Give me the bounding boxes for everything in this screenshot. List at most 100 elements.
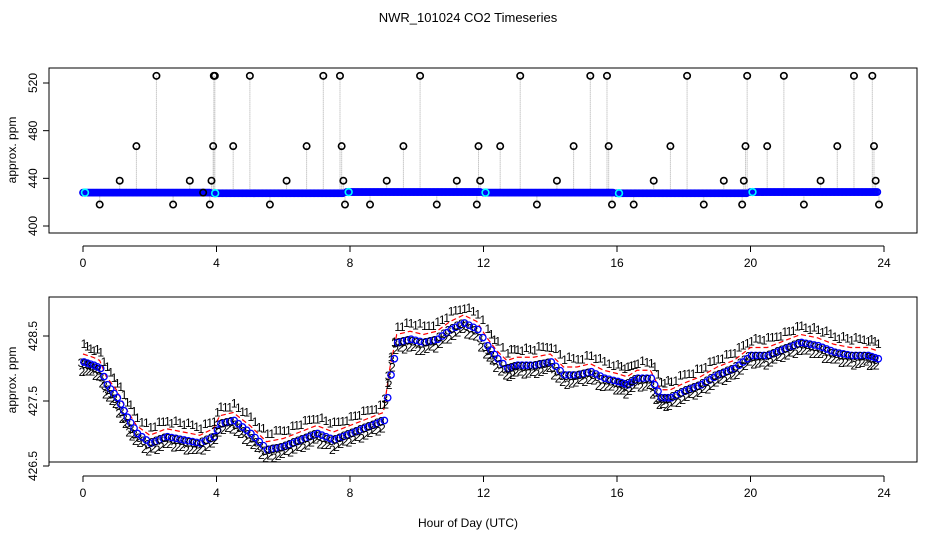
symbol-mark-2: 2 — [437, 337, 444, 351]
spike-point — [649, 176, 658, 185]
spike-point — [132, 142, 141, 151]
mean-point — [617, 378, 626, 387]
mean-point — [380, 416, 389, 425]
symbol-mark-2: 2 — [550, 369, 557, 383]
symbol-mark-1: 1 — [452, 304, 459, 318]
mean-point — [126, 418, 135, 427]
spike-point — [869, 142, 878, 151]
symbol-mark-2: 2 — [419, 344, 426, 358]
symbol-mark-1: 1 — [861, 333, 868, 347]
mean-point — [447, 325, 455, 334]
symbol-mark-1: 1 — [765, 331, 772, 345]
symbol-mark-2: 2 — [863, 355, 870, 369]
symbol-mark-2: 2 — [375, 424, 382, 438]
symbol-mark-2: 2 — [533, 367, 540, 381]
symbol-mark-1: 1 — [310, 413, 317, 427]
symbol-mark-2: 2 — [325, 438, 332, 452]
symbol-mark-2: 2 — [424, 342, 431, 356]
top-spike-points — [95, 71, 883, 209]
symbol-mark-2: 2 — [224, 421, 231, 435]
symbol-mark-1: 1 — [111, 371, 118, 385]
symbol-mark-1: 1 — [865, 334, 872, 348]
symbol-mark-1: 1 — [690, 367, 697, 381]
mean-point — [539, 359, 547, 368]
symbol-mark-1: 1 — [226, 400, 233, 414]
spike-point — [552, 176, 561, 185]
spike-point — [474, 142, 483, 151]
symbol-mark-1: 1 — [505, 347, 512, 361]
symbol-mark-1: 1 — [252, 415, 259, 429]
symbol-mark-1: 1 — [134, 411, 141, 425]
bottom-x-axis: 0 4 8 12 16 20 24 — [80, 475, 891, 500]
symbol-mark-1: 1 — [815, 323, 822, 337]
symbol-mark-2: 2 — [629, 381, 636, 395]
symbol-mark-2: 2 — [450, 329, 457, 343]
baseline-point — [873, 188, 882, 196]
mean-point — [818, 343, 827, 352]
spike-point — [743, 71, 752, 80]
symbol-mark-2: 2 — [709, 379, 716, 393]
symbol-mark-2: 2 — [613, 384, 620, 398]
mean-point — [116, 400, 125, 409]
symbol-mark-1: 1 — [185, 416, 192, 430]
symbol-mark-1: 1 — [836, 332, 843, 346]
symbol-mark-1: 1 — [618, 360, 625, 374]
symbol-mark-2: 2 — [493, 361, 500, 375]
spike-point — [245, 71, 254, 80]
spike-point — [382, 176, 391, 185]
symbol-mark-1: 1 — [519, 344, 526, 358]
symbol-mark-2: 2 — [626, 384, 633, 398]
spike-point — [210, 71, 219, 80]
mean-point — [201, 437, 210, 445]
spike-point — [699, 200, 708, 209]
mean-point — [504, 364, 512, 373]
symbol-mark-2: 2 — [237, 427, 244, 441]
symbol-mark-1: 1 — [104, 360, 111, 374]
mean-point — [478, 333, 487, 342]
mean-point — [123, 413, 132, 422]
symbol-mark-1: 1 — [790, 324, 797, 338]
symbol-mark-2: 2 — [105, 391, 112, 405]
symbol-mark-2: 2 — [817, 347, 824, 361]
symbol-mark-1: 1 — [273, 423, 280, 437]
mean-point — [83, 359, 92, 367]
symbol-mark-1: 1 — [840, 330, 847, 344]
spike-point — [169, 200, 178, 209]
top-y-tick-label: 480 — [26, 120, 40, 140]
symbol-mark-2: 2 — [262, 451, 269, 465]
mean-point — [469, 323, 478, 332]
symbol-mark-1: 1 — [114, 377, 121, 391]
symbol-mark-1: 1 — [495, 335, 502, 349]
symbol-mark-2: 2 — [183, 444, 190, 458]
spike-point — [586, 71, 595, 80]
symbol-mark-1: 1 — [484, 322, 491, 336]
symbol-mark-2: 2 — [233, 425, 240, 439]
mean-point — [86, 360, 95, 369]
symbol-mark-1: 1 — [121, 388, 128, 402]
mean-point — [689, 384, 697, 392]
symbol-mark-2: 2 — [371, 423, 378, 437]
symbol-mark-2: 2 — [392, 343, 399, 357]
symbol-mark-1: 1 — [193, 420, 200, 434]
mean-point — [605, 375, 613, 384]
symbol-mark-2: 2 — [141, 442, 148, 456]
mean-point — [609, 376, 618, 385]
mean-point — [810, 341, 818, 349]
symbol-mark-1: 1 — [515, 343, 522, 357]
symbol-mark-2: 2 — [150, 441, 157, 455]
mean-point — [451, 323, 460, 332]
symbol-mark-1: 1 — [488, 328, 495, 342]
mean-point — [113, 393, 122, 402]
symbol-mark-2: 2 — [805, 343, 812, 357]
spike-point — [366, 200, 375, 209]
mean-point — [288, 439, 297, 448]
mean-point — [342, 431, 351, 439]
mean-point — [764, 351, 773, 360]
symbol-mark-2: 2 — [158, 440, 165, 454]
symbol-mark-2: 2 — [742, 359, 749, 373]
symbol-mark-1: 1 — [434, 315, 441, 329]
mean-point — [96, 364, 105, 373]
bottom-y-axis: 426.5 427.5 428.5 — [26, 321, 50, 481]
symbol-mark-1: 1 — [875, 337, 882, 351]
spike-point — [516, 71, 525, 80]
